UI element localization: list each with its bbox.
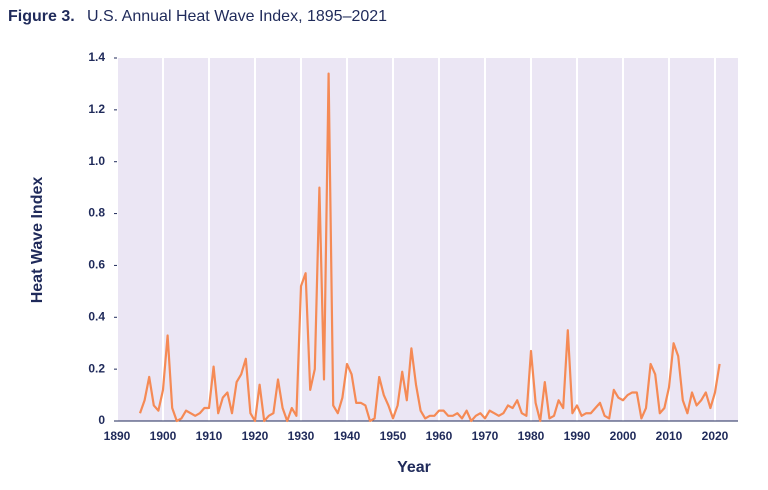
figure-label: Figure 3.	[8, 8, 75, 25]
y-tick-label: 0	[98, 413, 105, 427]
x-tick-label: 1900	[150, 429, 177, 443]
x-tick-label: 2020	[702, 429, 729, 443]
x-tick-label: 1910	[196, 429, 223, 443]
x-tick-label: 1960	[426, 429, 453, 443]
x-tick-label: 1970	[472, 429, 499, 443]
y-axis-label: Heat Wave Index	[29, 177, 46, 304]
x-tick-label: 1950	[380, 429, 407, 443]
x-tick-label: 1920	[242, 429, 269, 443]
x-tick-label: 1930	[288, 429, 315, 443]
y-tick-label: 1.2	[88, 102, 105, 116]
y-tick-label: 0.2	[88, 361, 105, 375]
x-tick-label: 1990	[564, 429, 591, 443]
y-tick-label: 0.6	[88, 258, 105, 272]
plot-area	[117, 58, 738, 421]
x-tick-label: 2010	[656, 429, 683, 443]
chart-title: U.S. Annual Heat Wave Index, 1895–2021	[87, 8, 387, 25]
x-axis-label: Year	[397, 459, 431, 476]
x-tick-label: 1980	[518, 429, 545, 443]
x-tick-label: 2000	[610, 429, 637, 443]
x-tick-label: 1940	[334, 429, 361, 443]
y-tick-label: 0.8	[88, 206, 105, 220]
y-tick-label: 1.0	[88, 154, 105, 168]
x-tick-label: 1890	[104, 429, 131, 443]
y-tick-label: 1.4	[88, 50, 105, 64]
data-line	[138, 72, 721, 423]
y-tick-label: 0.4	[88, 309, 105, 323]
